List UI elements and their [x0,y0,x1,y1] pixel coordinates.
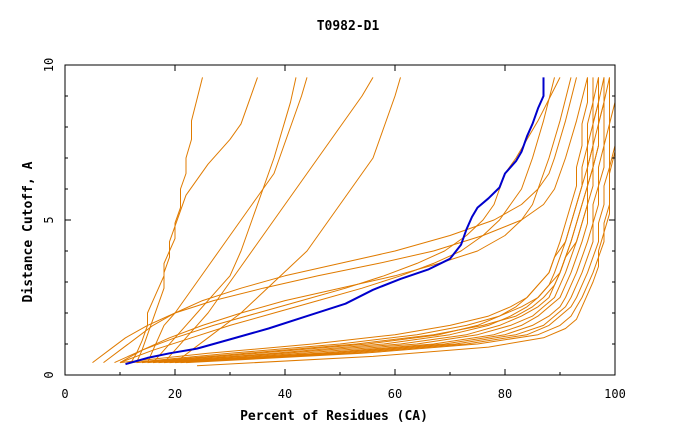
series-line-10 [103,77,577,363]
series-line-5 [163,77,374,363]
y-tick-label: 0 [42,371,56,378]
series-line-6 [174,77,401,363]
y-axis-title: Distance Cutoff, A [21,161,36,302]
series-line-8 [119,77,555,364]
x-tick-label: 100 [604,387,626,401]
axis-layer: 0 20 40 60 80 100 0 5 10 [42,58,626,401]
highlight-series-line [125,77,545,366]
series-line-19 [180,77,616,364]
x-tick-label: 60 [388,387,402,401]
x-tick-label: 80 [498,387,512,401]
y-tick-label: 5 [42,216,56,223]
x-tick-label: 0 [61,387,68,401]
x-tick-label: 40 [278,387,292,401]
y-tick-label: 10 [42,58,56,72]
series-line-13 [147,77,594,364]
series-line-22 [130,77,599,364]
series-line-2 [136,77,258,363]
series-layer [92,77,616,367]
series-line-24 [119,77,599,364]
highlight-layer [125,77,545,366]
x-tick-label: 20 [168,387,182,401]
series-line-11 [92,77,588,363]
series-line-20 [185,77,616,364]
series-line-18 [174,77,610,364]
series-line-17 [169,77,610,364]
plot-frame [64,64,616,376]
series-line-3 [147,77,308,363]
series-line-4 [152,77,297,363]
series-line-1 [130,77,203,363]
series-line-9 [119,77,572,364]
chart-title: T0982-D1 [317,19,380,34]
series-line-15 [158,77,605,364]
series-line-23 [136,77,605,364]
x-axis-title: Percent of Residues (CA) [240,409,428,424]
